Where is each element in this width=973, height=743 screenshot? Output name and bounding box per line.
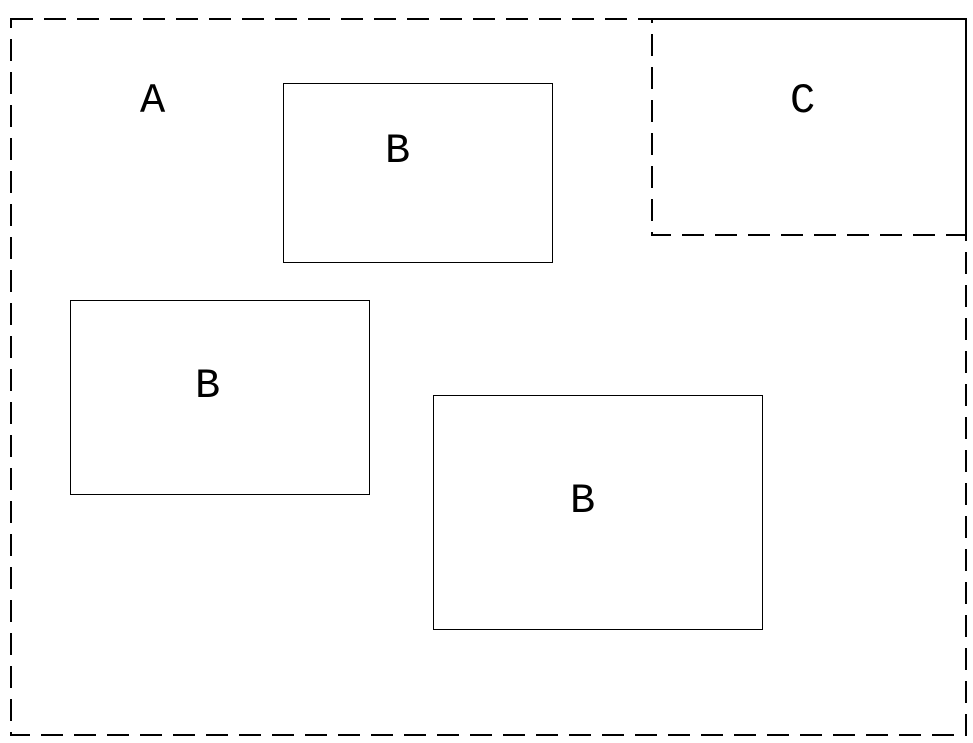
label-b-3: B: [570, 480, 595, 522]
label-c: C: [790, 80, 815, 122]
box-b-3: [433, 395, 763, 630]
region-c-inner: [651, 18, 967, 236]
box-b-1: [283, 83, 553, 263]
label-b-1: B: [385, 130, 410, 172]
label-a: A: [140, 80, 165, 122]
label-b-2: B: [195, 365, 220, 407]
diagram-canvas: A C B B B: [0, 0, 973, 743]
